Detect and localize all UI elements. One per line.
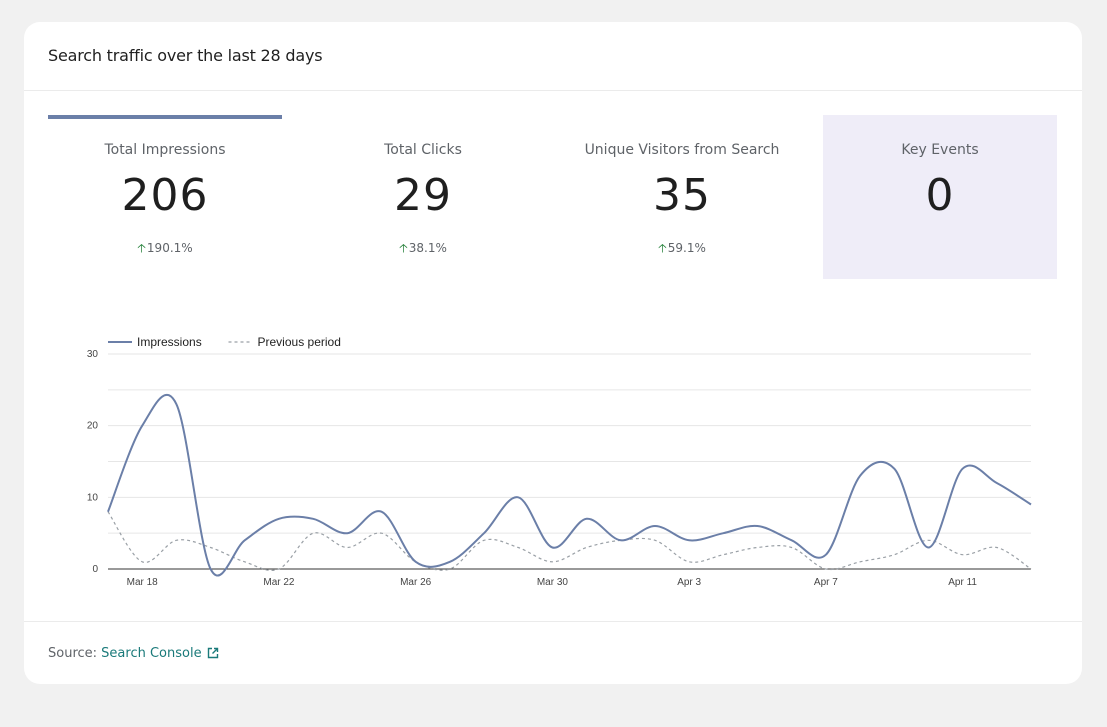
tab-change-value: 59.1% <box>667 241 706 255</box>
card-header: Search traffic over the last 28 days <box>24 22 1082 91</box>
y-tick-label: 10 <box>87 492 99 503</box>
search-console-link-label: Search Console <box>101 646 202 661</box>
x-tick-label: Apr 11 <box>948 577 977 588</box>
tab-unique-visitors[interactable]: Unique Visitors from Search 35 🡡59.1% <box>565 115 799 279</box>
arrow-up-icon: 🡡 <box>399 241 408 255</box>
tab-label: Key Events <box>901 142 979 158</box>
legend-label: Impressions <box>137 335 202 349</box>
external-link-icon <box>207 647 218 659</box>
x-tick-label: Apr 7 <box>814 577 838 588</box>
source-line: Source: Search Console <box>48 646 219 661</box>
tab-label: Total Clicks <box>384 142 462 158</box>
arrow-up-icon: 🡡 <box>658 241 667 255</box>
x-tick-label: Mar 26 <box>400 577 432 588</box>
tab-total-clicks[interactable]: Total Clicks 29 🡡38.1% <box>306 115 540 279</box>
legend-label: Previous period <box>258 335 341 349</box>
card-footer: Source: Search Console <box>24 621 1082 685</box>
tab-label: Unique Visitors from Search <box>584 142 780 158</box>
x-tick-label: Apr 3 <box>677 577 701 588</box>
tab-change-value: 190.1% <box>146 241 193 255</box>
tab-change: 🡡190.1% <box>48 239 282 260</box>
x-tick-label: Mar 18 <box>127 577 159 588</box>
tab-value: 0 <box>925 170 955 221</box>
x-tick-label: Mar 22 <box>263 577 295 588</box>
tab-value: 206 <box>121 170 209 221</box>
tab-change-value: 38.1% <box>408 241 447 255</box>
tab-total-impressions[interactable]: Total Impressions 206 🡡190.1% <box>48 115 282 279</box>
tab-change: 🡡38.1% <box>306 239 540 260</box>
y-tick-label: 20 <box>87 421 99 432</box>
impressions-line-chart: 0 10 20 30 Mar 18 Mar 22 Mar 26 Mar 30 Apr 3 Apr … <box>87 335 1032 588</box>
y-tick-label: 0 <box>92 564 98 575</box>
tab-value: 35 <box>653 170 711 221</box>
arrow-up-icon: 🡡 <box>137 241 146 255</box>
search-traffic-card: Search traffic over the last 28 days Tot… <box>24 22 1082 684</box>
tab-key-events[interactable]: Key Events 0 <box>823 115 1057 279</box>
tab-value: 29 <box>394 170 452 221</box>
previous-period-line <box>107 511 1032 572</box>
tab-change: 🡡59.1% <box>565 239 799 260</box>
search-console-link[interactable]: Search Console <box>101 646 218 661</box>
tab-label: Total Impressions <box>104 142 226 158</box>
metric-tabs: Total Impressions 206 🡡190.1% Total Clic… <box>48 115 1058 279</box>
source-prefix: Source: <box>48 646 98 661</box>
impressions-line <box>107 394 1032 577</box>
y-tick-label: 30 <box>87 349 99 360</box>
x-tick-label: Mar 30 <box>537 577 569 588</box>
card-title: Search traffic over the last 28 days <box>48 46 323 65</box>
